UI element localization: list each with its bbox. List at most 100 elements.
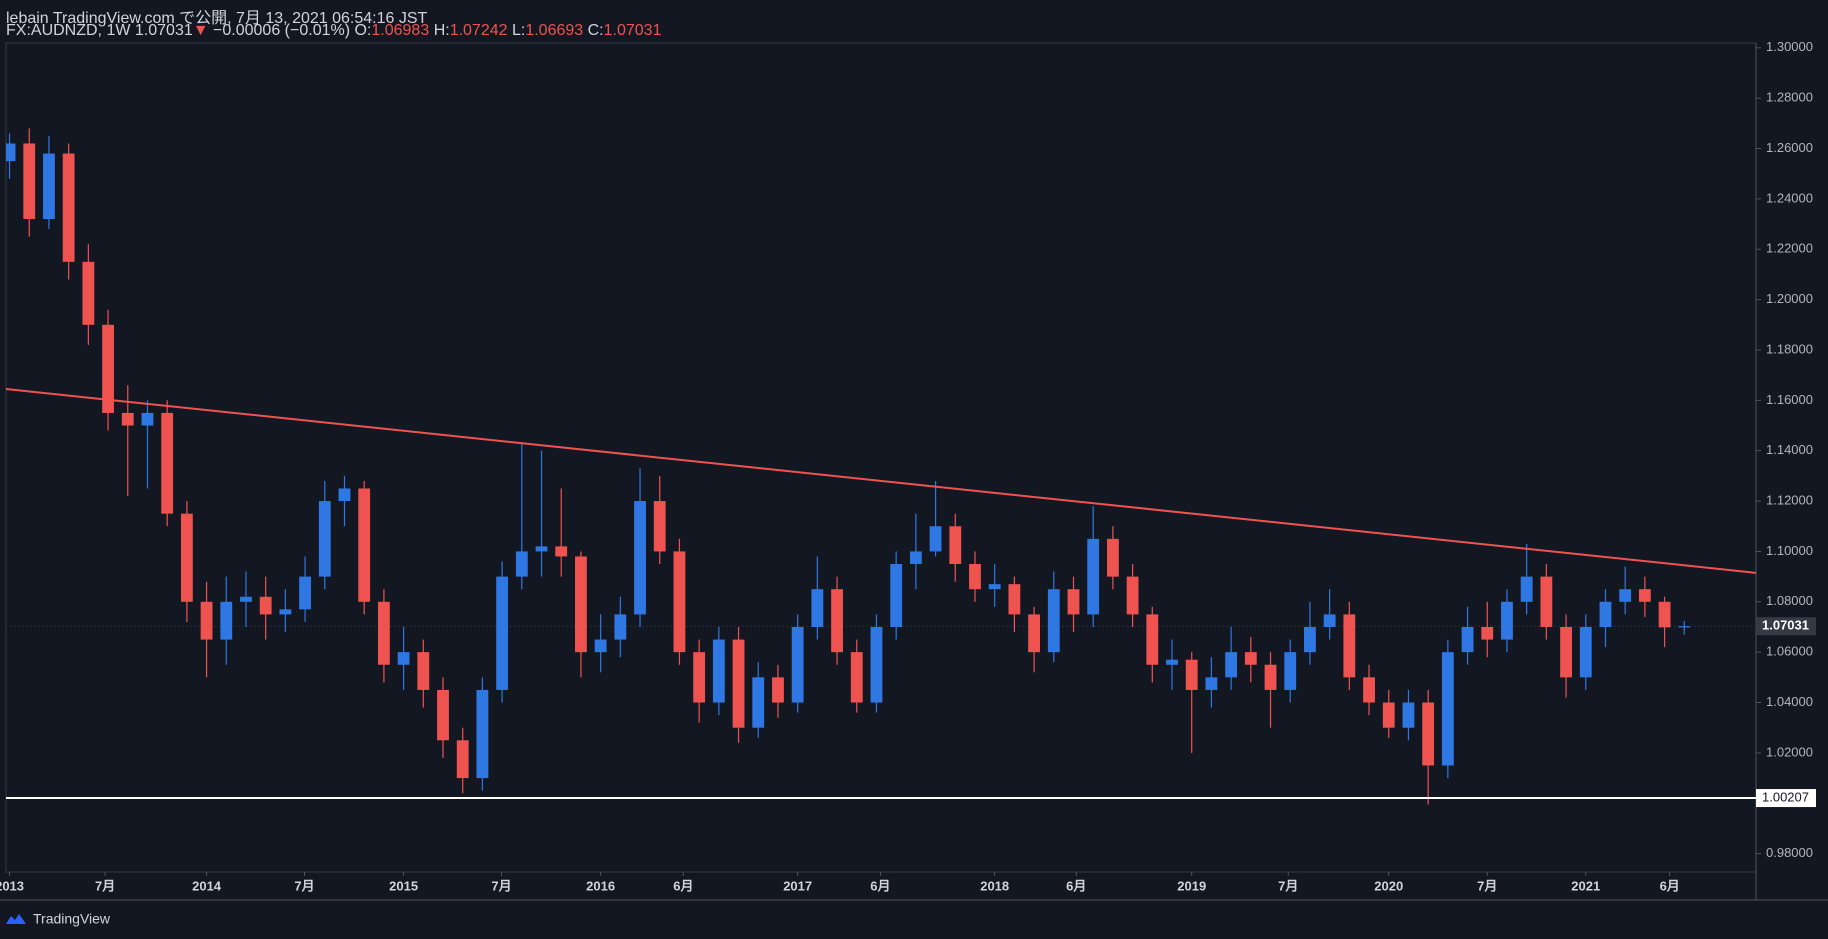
candle-body [949, 526, 962, 565]
candle-body [279, 609, 292, 615]
y-tick-label: 1.22000 [1766, 241, 1813, 256]
x-tick-label: 2013 [0, 878, 24, 893]
candle-body [200, 601, 213, 640]
candle-body [161, 412, 174, 514]
x-tick-label: 7月 [491, 878, 511, 893]
candle-body [535, 546, 548, 552]
y-tick-label: 1.04000 [1766, 694, 1813, 709]
candle-body [1185, 659, 1198, 690]
plot [6, 128, 1756, 805]
candle-body [1047, 589, 1060, 653]
candle-body [1579, 626, 1592, 678]
hline-price-tag [1756, 789, 1816, 808]
x-tick-label: 2014 [192, 878, 222, 893]
candle-body [673, 551, 686, 653]
footer-brand: TradingView [33, 911, 111, 927]
candle-body [732, 639, 745, 728]
open-value: 1.06983 [371, 22, 430, 39]
candle-body [831, 589, 843, 653]
y-tick-label: 1.14000 [1766, 442, 1813, 457]
x-tick-label: 2019 [1177, 878, 1206, 893]
y-tick-label: 1.02000 [1766, 744, 1813, 759]
candle-body [693, 652, 706, 703]
candle-body [1678, 626, 1691, 628]
candle-body [575, 556, 587, 653]
logo [6, 914, 26, 924]
candle-body [1126, 576, 1139, 615]
candle-body [259, 596, 272, 615]
hline-price-label: 1.00207 [1762, 789, 1809, 804]
x-tick-label: 6月 [1066, 878, 1086, 893]
y-tick-label: 1.16000 [1766, 392, 1813, 407]
x-tick-label: 2015 [389, 878, 418, 893]
x-tick-label: 6月 [673, 878, 693, 893]
y-tick-label: 1.28000 [1766, 90, 1813, 105]
l-label: L: [511, 22, 526, 39]
candle-body [1382, 702, 1395, 728]
symbol: FX:AUDNZD, 1W [6, 22, 131, 39]
candle-body [43, 153, 55, 220]
candle-body [1087, 538, 1100, 615]
candle-body [1520, 576, 1533, 602]
last-price-tag [1756, 617, 1816, 636]
candle-body [1028, 614, 1041, 653]
candle-body [1244, 652, 1257, 665]
x-tick-label: 6月 [1660, 878, 1680, 893]
arrow: ▼ [192, 22, 209, 39]
candle-body [1146, 614, 1159, 665]
candle-body [772, 677, 784, 703]
x-tick-label: 7月 [294, 878, 314, 893]
y-tick-label: 1.12000 [1766, 493, 1813, 508]
change: −0.00006 (−0.01%) [213, 22, 351, 39]
candle-body [318, 501, 331, 577]
candle-body [240, 596, 252, 602]
candle-body [121, 412, 134, 426]
y-tick-label: 1.18000 [1766, 341, 1813, 356]
last-price-label: 1.07031 [1762, 618, 1809, 633]
candle-body [1323, 614, 1336, 627]
candle-body [496, 576, 509, 690]
candle-body [102, 324, 114, 413]
candle-body [988, 584, 1001, 590]
candle-body [23, 143, 36, 220]
candle-body [220, 601, 233, 640]
candle-body [417, 652, 430, 690]
candle-body [1264, 664, 1277, 690]
candle-body [791, 626, 804, 703]
candle-body [969, 564, 981, 590]
symbol-line: FX:AUDNZD, 1W 1.07031▼ −0.00006 (−0.01%)… [6, 22, 661, 40]
candle-body [1481, 626, 1494, 640]
candle-body [1363, 677, 1375, 703]
candle-body [1343, 614, 1356, 678]
candle-body [62, 153, 75, 262]
candle-body [82, 261, 95, 325]
low-value: 1.06693 [525, 22, 584, 39]
x-tick-label: 7月 [95, 878, 115, 893]
candle-body [1599, 601, 1612, 627]
last-price: 1.07031 [134, 22, 193, 39]
candle-body [437, 689, 449, 741]
y-tick-label: 0.98000 [1766, 845, 1813, 860]
candle-body [811, 589, 824, 627]
candle-body [180, 513, 193, 602]
y-tick-label: 1.08000 [1766, 593, 1813, 608]
candle-body [1461, 626, 1474, 653]
y-tick-label: 1.10000 [1766, 543, 1813, 558]
plot-frame [5, 42, 1757, 873]
candle-body [476, 689, 489, 779]
candle-body [515, 551, 528, 577]
x-tick-label: 2021 [1571, 878, 1600, 893]
x-tick-label: 6月 [870, 878, 890, 893]
candle-body [712, 639, 725, 703]
candle-body [555, 546, 568, 557]
candle-body [850, 652, 863, 703]
candle-body [634, 501, 646, 615]
y-tick-label: 1.24000 [1766, 190, 1813, 205]
candle-body [1560, 626, 1572, 678]
candle-body [299, 576, 311, 610]
y-tick-label: 1.30000 [1766, 39, 1813, 54]
candle-body [1225, 652, 1238, 678]
candle-body [358, 488, 371, 602]
